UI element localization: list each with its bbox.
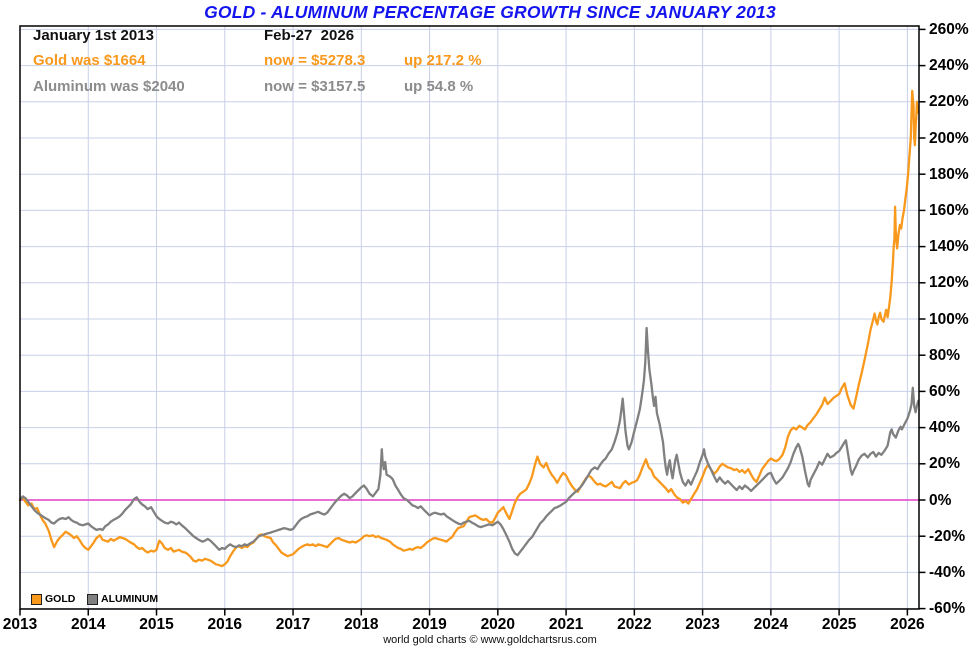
annotation-aluminum-now: now = $3157.5 [264,78,366,95]
percent-tick-label: 40% [929,419,961,437]
aluminum-legend-label: ALUMINUM [101,593,159,605]
aluminum-line [18,326,920,557]
year-tick-label: 2026 [890,616,925,633]
percent-tick-label: 80% [929,346,961,364]
year-tick-label: 2015 [139,616,174,633]
chart-title: GOLD - ALUMINUM PERCENTAGE GROWTH SINCE … [204,2,776,22]
year-tick-label: 2017 [275,616,311,633]
year-tick-label: 2025 [821,616,857,633]
annotation-end-date: Feb-27 2026 [264,27,355,44]
annotation-aluminum-start: Aluminum was $2040 [33,78,185,95]
percent-tick-label: 140% [929,238,969,256]
footer-credit: world gold charts © www.goldchartsrus.co… [383,634,597,646]
percent-tick-label: 180% [929,165,969,183]
percent-tick-label: 0% [929,491,952,509]
plot-border [19,25,920,610]
annotation-gold-start: Gold was $1664 [33,52,146,69]
annotation-start-date: January 1st 2013 [33,27,154,44]
annotation-gold-now: now = $5278.3 [264,52,366,69]
percent-tick-label: 100% [929,310,969,328]
year-tick-label: 2013 [2,616,38,633]
gold-legend-label: GOLD [45,593,76,605]
percent-tick-label: 20% [929,455,961,473]
percent-tick-label: 160% [929,201,969,219]
percent-tick-label: 220% [929,93,969,111]
percent-tick-label: 240% [929,57,969,75]
annotation-aluminum-change: up 54.8 % [404,78,474,95]
percent-tick-label: 60% [929,382,961,400]
year-tick-label: 2021 [548,616,584,633]
year-tick-label: 2019 [412,616,447,633]
year-tick-label: 2016 [207,616,242,633]
year-tick-label: 2024 [753,616,789,633]
year-tick-label: 2020 [480,616,516,633]
percent-tick-label: 120% [929,274,969,292]
year-tick-label: 2018 [344,616,379,633]
annotation-gold-change: up 217.2 % [404,52,482,69]
gold-line [18,89,920,568]
percent-tick-label: -40% [929,563,966,581]
gold-legend-swatch [31,594,42,605]
aluminum-legend-swatch [87,594,98,605]
percent-tick-label: -20% [929,527,966,545]
percent-tick-label: -60% [929,600,966,618]
year-tick-label: 2022 [617,616,652,633]
percent-tick-label: 260% [929,20,969,38]
year-tick-label: 2023 [685,616,720,633]
year-tick-label: 2014 [71,616,106,633]
percent-tick-label: 200% [929,129,969,147]
